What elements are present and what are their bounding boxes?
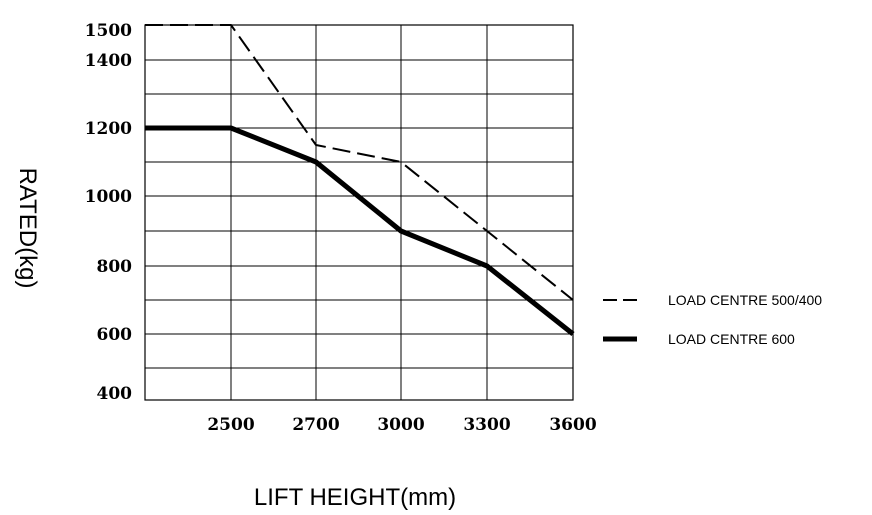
y-axis-title: RATED(kg) bbox=[14, 168, 41, 289]
x-tick-label-2500: 2500 bbox=[207, 415, 254, 435]
legend-label-load-centre-600: LOAD CENTRE 600 bbox=[668, 331, 795, 347]
chart-series bbox=[144, 24, 575, 336]
series-1-point-3 bbox=[400, 230, 402, 232]
x-tick-label-3600: 3600 bbox=[549, 415, 596, 435]
x-tick-label-3300: 3300 bbox=[463, 415, 510, 435]
chart-ticks: 2500 2700 3000 3300 3600 400 600 800 1000 1200 140… bbox=[85, 21, 597, 435]
x-tick-label-3000: 3000 bbox=[377, 415, 424, 435]
series-0-point-5 bbox=[572, 299, 574, 301]
series-line-0 bbox=[145, 24, 574, 301]
y-tick-label-1000: 1000 bbox=[85, 187, 132, 207]
y-tick-label-1500: 1500 bbox=[85, 21, 132, 41]
series-0-point-3 bbox=[400, 161, 402, 163]
series-0-point-2 bbox=[315, 144, 317, 146]
legend-label-load-centre-500-400: LOAD CENTRE 500/400 bbox=[668, 292, 822, 308]
y-tick-label-400: 400 bbox=[97, 384, 133, 404]
series-1-point-0 bbox=[144, 127, 146, 129]
series-1-point-5 bbox=[572, 333, 574, 335]
chart-grid bbox=[144, 24, 574, 401]
series-1-point-1 bbox=[230, 127, 232, 129]
x-axis-title: LIFT HEIGHT(mm) bbox=[254, 484, 456, 511]
plot-frame bbox=[144, 24, 574, 401]
y-tick-label-800: 800 bbox=[97, 257, 133, 277]
y-tick-label-1400: 1400 bbox=[85, 51, 132, 71]
series-1-point-2 bbox=[315, 161, 317, 163]
series-line-1 bbox=[145, 125, 575, 336]
y-tick-label-600: 600 bbox=[97, 325, 133, 345]
series-0-point-0 bbox=[144, 24, 146, 26]
y-tick-label-1200: 1200 bbox=[85, 119, 132, 139]
series-1-point-4 bbox=[486, 265, 488, 267]
series-0-point-1 bbox=[230, 24, 232, 26]
x-tick-label-2700: 2700 bbox=[292, 415, 339, 435]
series-0-point-4 bbox=[486, 230, 488, 232]
legend: LOAD CENTRE 500/400 LOAD CENTRE 600 bbox=[603, 292, 822, 347]
